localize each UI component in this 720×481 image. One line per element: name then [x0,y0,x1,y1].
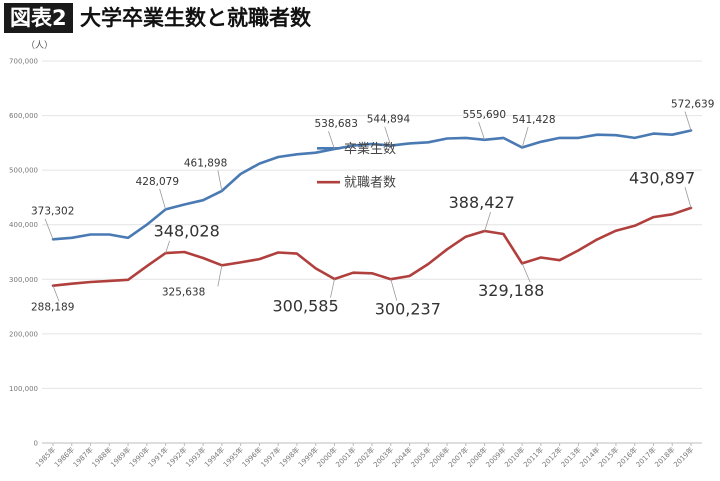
data-label-leader [684,111,692,131]
y-axis-unit-label: （人） [26,40,53,51]
data-label: 555,690 [463,109,506,121]
header: 図表2 大学卒業生数と就職者数 [0,0,720,36]
legend-label: 就職者数 [344,176,396,191]
data-label: 572,639 [671,99,714,111]
x-tick-label: 2019年 [671,445,695,469]
y-tick-label: 300,000 [9,276,38,284]
series-lines [51,129,693,288]
data-label: 373,302 [31,206,74,218]
data-label-leader [478,121,485,140]
data-label-leader [217,170,223,192]
y-tick-label: 600,000 [9,112,38,120]
data-label: 325,638 [162,286,205,298]
data-label-leader [159,188,166,210]
data-label: 538,683 [314,118,357,130]
data-label: 461,898 [184,157,227,169]
y-tick-label: 700,000 [9,58,38,66]
data-label-leader [44,218,54,240]
data-label: 428,079 [136,176,179,188]
data-label-leader [217,265,223,287]
y-tick-label: 0 [34,440,38,448]
figure-badge: 図表2 [4,3,73,33]
data-label-leader [52,285,60,302]
chart-title: 大学卒業生数と就職者数 [80,6,311,30]
data-label: 300,237 [375,300,441,319]
data-label-leader [390,279,398,301]
y-tick-label: 100,000 [9,385,38,393]
data-label-leader [328,131,335,150]
y-tick-label: 500,000 [9,167,38,175]
data-label: 348,028 [154,222,220,241]
series-line-1 [51,129,693,241]
data-labels: 373,302 428,079 461,898 538,683 544,894 555,6… [31,99,714,319]
data-label: 541,428 [512,114,555,126]
grid-lines [42,60,702,389]
data-label-leader [521,263,531,283]
y-tick-label: 200,000 [9,330,38,338]
data-label: 329,188 [478,281,544,300]
data-label: 388,427 [449,193,515,212]
data-label-leader [521,126,529,148]
data-label: 544,894 [367,114,411,126]
data-label-leader [165,240,170,254]
data-label-leader [484,211,491,232]
data-label: 430,897 [629,168,695,187]
y-tick-label: 400,000 [9,221,38,229]
data-label: 288,189 [31,301,74,313]
legend-label: 卒業生数 [344,141,396,157]
series-line-2 [51,206,693,288]
data-label-leader [684,187,692,208]
data-label-leader [330,278,335,298]
data-label-leader [384,126,392,146]
data-label: 300,585 [272,297,338,316]
